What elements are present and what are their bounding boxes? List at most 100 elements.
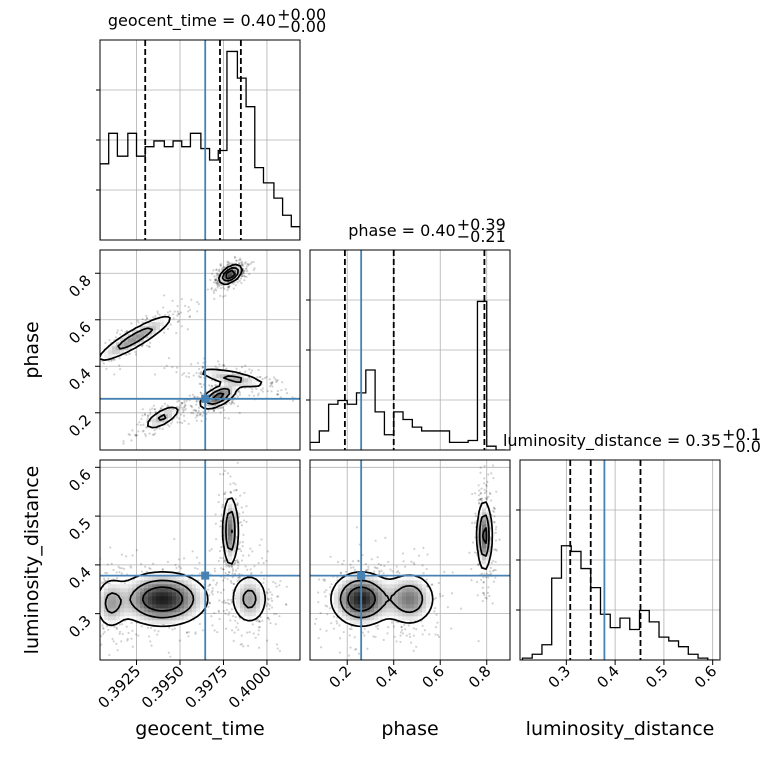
sample-point bbox=[115, 626, 118, 629]
sample-point bbox=[485, 496, 488, 499]
density-cell bbox=[112, 350, 117, 355]
sample-point bbox=[180, 401, 184, 405]
density-cell bbox=[248, 616, 253, 621]
sample-point bbox=[215, 268, 218, 272]
sample-point bbox=[276, 393, 279, 396]
density-cell bbox=[204, 402, 209, 407]
density-cell bbox=[252, 612, 257, 617]
sample-point bbox=[199, 382, 202, 386]
density-cell bbox=[418, 612, 423, 617]
sample-point bbox=[494, 576, 497, 579]
sample-point bbox=[127, 433, 130, 436]
sample-point bbox=[100, 634, 103, 638]
density-cell bbox=[358, 596, 363, 601]
sample-point bbox=[152, 562, 155, 565]
density-cell bbox=[140, 330, 145, 335]
sample-point bbox=[130, 322, 133, 325]
sample-point bbox=[168, 626, 171, 629]
density-cell bbox=[104, 616, 109, 621]
xaxis-label-luminosity_distance: luminosity_distance bbox=[526, 718, 715, 740]
sample-point bbox=[151, 407, 154, 410]
density-cell bbox=[486, 512, 491, 517]
density-cell bbox=[220, 382, 225, 387]
sample-point bbox=[477, 501, 481, 505]
sample-point bbox=[268, 608, 271, 611]
sample-point bbox=[208, 583, 212, 586]
sample-point bbox=[206, 288, 210, 291]
sample-point bbox=[188, 394, 191, 397]
density-cell bbox=[120, 592, 125, 597]
density-cell bbox=[104, 612, 109, 617]
sample-point bbox=[236, 395, 239, 398]
sample-point bbox=[141, 430, 144, 433]
sample-point bbox=[240, 549, 243, 553]
sample-point bbox=[219, 525, 222, 528]
sample-point bbox=[236, 579, 239, 583]
sample-point bbox=[158, 313, 161, 316]
sample-point bbox=[266, 617, 269, 620]
sample-point bbox=[125, 330, 128, 333]
sample-point bbox=[210, 286, 213, 290]
title-geocent_time: geocent_time = 0.40 bbox=[108, 11, 276, 31]
sample-point bbox=[229, 564, 232, 567]
sample-point bbox=[168, 425, 171, 428]
sample-point bbox=[219, 591, 223, 594]
density-cell bbox=[148, 592, 153, 597]
sample-point bbox=[232, 582, 235, 586]
density-cell bbox=[168, 580, 173, 585]
sample-point bbox=[147, 414, 150, 417]
density-cell bbox=[482, 508, 487, 513]
sample-point bbox=[118, 630, 122, 633]
sample-point bbox=[323, 578, 326, 581]
density-cell bbox=[220, 374, 225, 379]
sample-point bbox=[141, 321, 144, 324]
density-cell bbox=[390, 608, 395, 613]
sample-point bbox=[451, 571, 454, 574]
density-cell bbox=[366, 616, 371, 621]
sample-point bbox=[460, 607, 463, 610]
sample-point bbox=[258, 376, 261, 379]
density-cell bbox=[164, 620, 169, 625]
sample-point bbox=[260, 571, 263, 574]
sample-point bbox=[404, 565, 407, 568]
density-cell bbox=[200, 588, 205, 593]
sample-point bbox=[238, 576, 241, 579]
density-cell bbox=[124, 616, 129, 621]
sample-point bbox=[238, 391, 241, 394]
sample-point bbox=[399, 631, 403, 634]
sample-point bbox=[241, 545, 244, 548]
density-cell bbox=[394, 612, 399, 617]
sample-point bbox=[480, 487, 483, 490]
density-cell bbox=[152, 322, 157, 327]
sample-point bbox=[169, 310, 172, 313]
sample-point bbox=[102, 577, 106, 580]
sample-point bbox=[180, 325, 183, 328]
sample-point bbox=[236, 461, 239, 464]
sample-point bbox=[313, 622, 317, 626]
sample-point bbox=[237, 547, 240, 550]
density-cell bbox=[164, 584, 169, 589]
sample-point bbox=[117, 565, 120, 568]
density-cell bbox=[354, 592, 359, 597]
density-cell bbox=[402, 580, 407, 585]
sample-point bbox=[241, 511, 245, 514]
sample-point bbox=[245, 520, 248, 523]
sample-point bbox=[217, 610, 221, 613]
sample-point bbox=[184, 403, 187, 406]
sample-point bbox=[230, 565, 233, 568]
sample-point bbox=[315, 617, 318, 621]
sample-point bbox=[367, 568, 370, 571]
sample-point bbox=[195, 556, 199, 559]
density-cell bbox=[164, 596, 169, 601]
sample-point bbox=[367, 565, 370, 569]
density-cell bbox=[426, 604, 431, 609]
density-cell bbox=[148, 576, 153, 581]
sample-point bbox=[258, 620, 261, 623]
sample-point bbox=[177, 312, 180, 315]
density-cell bbox=[128, 592, 133, 597]
density-cell bbox=[422, 580, 427, 585]
density-cell bbox=[232, 382, 237, 387]
sample-point bbox=[190, 406, 194, 409]
sample-point bbox=[227, 570, 231, 574]
sample-point bbox=[471, 492, 474, 496]
